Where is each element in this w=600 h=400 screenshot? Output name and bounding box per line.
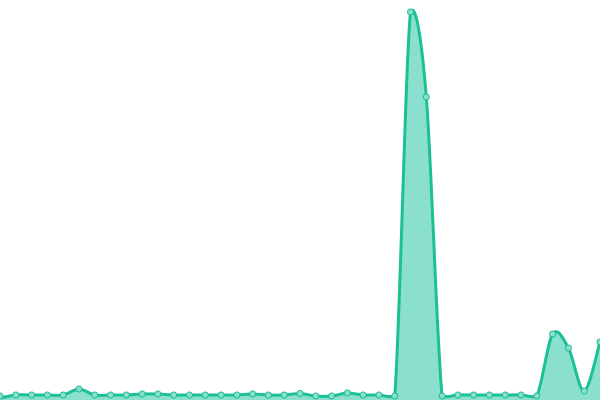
- data-point[interactable]: [122, 391, 130, 399]
- data-point[interactable]: [91, 391, 99, 399]
- data-point[interactable]: [185, 391, 193, 399]
- data-point[interactable]: [454, 391, 462, 399]
- data-point[interactable]: [107, 391, 115, 399]
- data-point[interactable]: [375, 391, 383, 399]
- data-point[interactable]: [28, 391, 36, 399]
- data-point[interactable]: [312, 392, 320, 400]
- data-point[interactable]: [249, 390, 257, 398]
- data-point[interactable]: [501, 391, 509, 399]
- data-point[interactable]: [564, 344, 572, 352]
- data-point[interactable]: [517, 391, 525, 399]
- data-point[interactable]: [233, 391, 241, 399]
- data-point[interactable]: [533, 392, 541, 400]
- data-point[interactable]: [154, 390, 162, 398]
- data-point[interactable]: [470, 391, 478, 399]
- data-point[interactable]: [549, 330, 557, 338]
- data-point[interactable]: [43, 391, 51, 399]
- data-point[interactable]: [0, 392, 4, 400]
- data-point[interactable]: [359, 391, 367, 399]
- data-point[interactable]: [328, 392, 336, 400]
- data-point[interactable]: [580, 387, 588, 395]
- data-point[interactable]: [264, 391, 272, 399]
- data-point[interactable]: [280, 391, 288, 399]
- data-point[interactable]: [596, 338, 600, 346]
- data-point[interactable]: [138, 390, 146, 398]
- data-point[interactable]: [59, 391, 67, 399]
- data-point[interactable]: [422, 93, 430, 101]
- data-point[interactable]: [217, 391, 225, 399]
- data-point[interactable]: [170, 391, 178, 399]
- series-area: [0, 10, 600, 400]
- data-point[interactable]: [485, 391, 493, 399]
- data-point[interactable]: [391, 392, 399, 400]
- data-point[interactable]: [438, 392, 446, 400]
- data-point[interactable]: [296, 390, 304, 397]
- series-line: [0, 8, 600, 400]
- data-point[interactable]: [201, 391, 209, 399]
- data-point[interactable]: [407, 8, 415, 16]
- data-point[interactable]: [343, 389, 351, 397]
- data-point[interactable]: [75, 385, 83, 393]
- data-point[interactable]: [12, 391, 20, 399]
